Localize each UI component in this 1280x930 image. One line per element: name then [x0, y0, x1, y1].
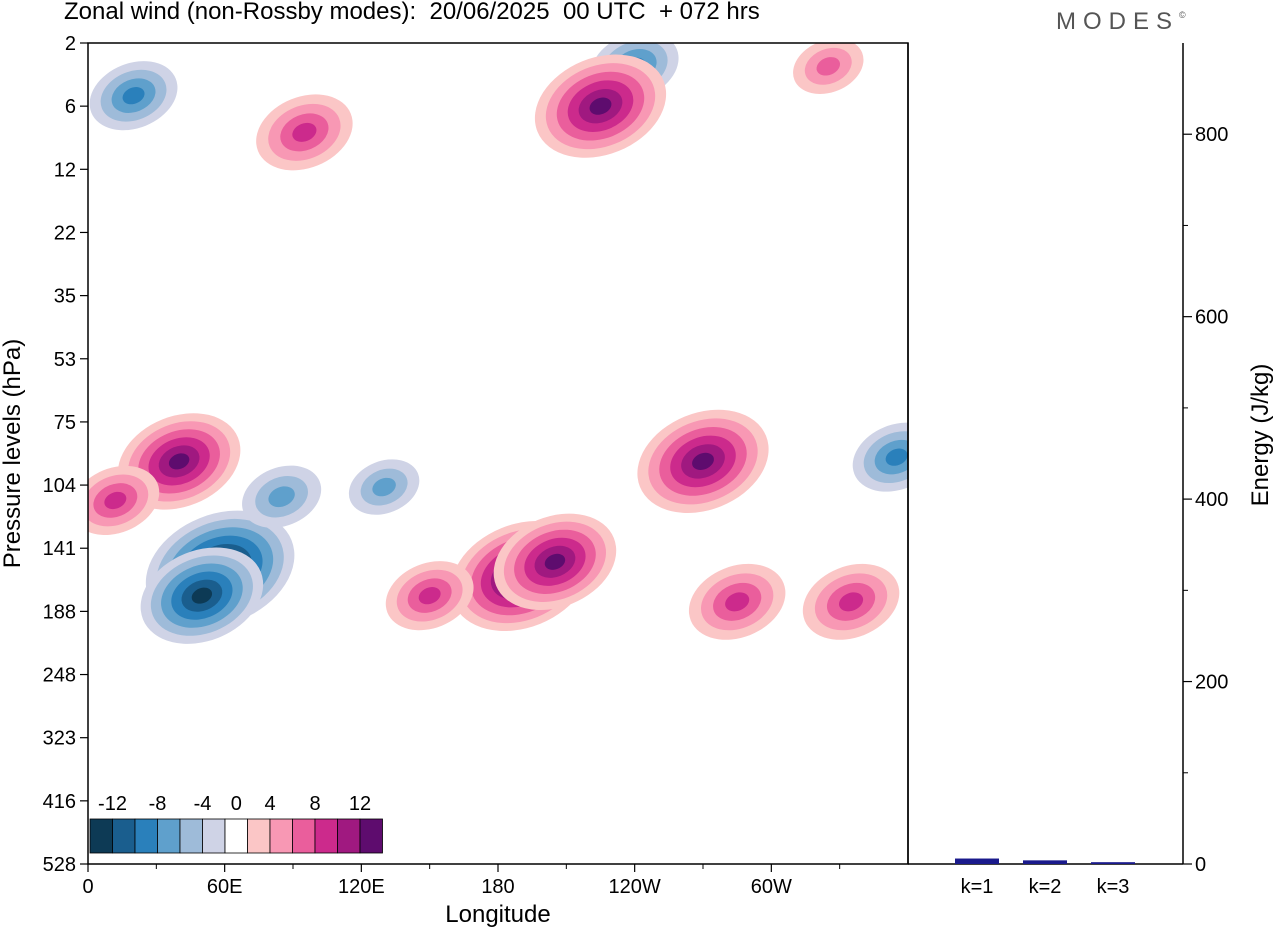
y-tick-label: 528: [43, 854, 76, 876]
wind-feature: [534, 54, 667, 158]
colorbar-swatch: [157, 818, 181, 854]
contour-band: [544, 553, 566, 570]
wind-field: [88, 43, 908, 864]
y-tick-label: 248: [43, 665, 76, 687]
contour-band: [268, 486, 295, 508]
y-axis-label: Pressure levels (hPa): [0, 339, 26, 568]
y-tick-label: 104: [43, 475, 76, 497]
contour-band: [122, 87, 145, 105]
energy-bar: [955, 858, 999, 864]
y-tick-label: 12: [54, 159, 76, 181]
colorbar-swatch: [179, 818, 203, 854]
wind-feature: [348, 459, 420, 515]
wind-feature: [385, 561, 474, 631]
wind-feature: [637, 409, 769, 513]
energy-bar-chart: Energy (J/kg) 0 200 400 600 800 k=1 k=2 k=3: [907, 43, 1274, 898]
colorbar-swatch: [314, 818, 338, 854]
contour-band: [838, 592, 864, 612]
contour-band: [725, 592, 750, 612]
x-axis-label: Longitude: [445, 901, 550, 928]
y-tick-label: 22: [54, 222, 76, 244]
x-tick-label: 180: [481, 876, 514, 898]
y-tick-label: 6: [65, 96, 76, 118]
colorbar-swatch: [292, 818, 316, 854]
x-axis: Longitude 0 60E 120E 180 120W 60W: [82, 864, 841, 928]
wind-feature: [493, 513, 617, 611]
contour-band: [104, 491, 127, 510]
energy-bar: [1023, 860, 1067, 864]
y-tick-label: 416: [43, 791, 76, 813]
colorbar-swatch: [337, 818, 361, 854]
colorbar-tick-label: 4: [264, 793, 275, 815]
colorbar-tick-label: 12: [349, 793, 371, 815]
colorbar-swatch: [89, 818, 113, 854]
energy-tick-label: 0: [1195, 854, 1206, 876]
colorbar-tick-label: 0: [231, 793, 242, 815]
colorbar-swatch: [112, 818, 136, 854]
contour-band: [418, 587, 441, 605]
colorbar: -12 -8 -4 0 4 8 12: [88, 783, 387, 863]
wind-feature: [89, 61, 178, 131]
contour-band: [589, 97, 612, 115]
bar-category-label: k=2: [1029, 876, 1062, 898]
wind-feature: [688, 563, 786, 640]
x-tick-label: 60W: [751, 876, 792, 898]
energy-axis-label: Energy (J/kg): [1247, 364, 1274, 507]
contour-band: [372, 477, 396, 497]
x-tick-label: 60E: [207, 876, 243, 898]
contour-band: [692, 452, 714, 470]
logo-text: MODES: [1056, 8, 1180, 35]
energy-tick-label: 400: [1195, 489, 1228, 511]
x-tick-label: 120W: [609, 876, 661, 898]
chart-title: Zonal wind (non-Rossby modes): 20/06/202…: [64, 0, 760, 25]
colorbar-swatch: [269, 818, 293, 854]
wind-feature: [256, 94, 353, 171]
y-axis: Pressure levels (hPa) 2 6 12 22 35 53 75 104 141…: [0, 33, 88, 876]
energy-tick-label: 600: [1195, 307, 1228, 329]
bar-category-label: k=3: [1097, 876, 1130, 898]
contour-band: [292, 122, 317, 142]
colorbar-tick-label: 8: [309, 793, 320, 815]
colorbar-swatch: [134, 818, 158, 854]
contour-band: [168, 453, 190, 470]
y-tick-label: 2: [65, 33, 76, 55]
contour-band: [816, 57, 841, 76]
contour-band: [191, 587, 213, 604]
colorbar-swatch: [247, 818, 271, 854]
colorbar-swatch: [202, 818, 226, 854]
energy-tick-label: 800: [1195, 124, 1228, 146]
colorbar-tick-label: -4: [194, 793, 212, 815]
y-tick-label: 323: [43, 728, 76, 750]
y-tick-label: 75: [54, 412, 76, 434]
wind-feature: [242, 465, 322, 528]
y-tick-label: 141: [43, 538, 76, 560]
bar-category-label: k=1: [961, 876, 994, 898]
colorbar-tick-label: -12: [98, 793, 127, 815]
wind-feature: [802, 563, 900, 640]
y-tick-label: 53: [54, 349, 76, 371]
y-tick-label: 188: [43, 601, 76, 623]
wind-feature: [140, 547, 264, 644]
colorbar-swatch: [224, 818, 248, 854]
wind-feature: [88, 465, 160, 535]
energy-tick-label: 200: [1195, 672, 1228, 694]
colorbar-swatch: [359, 818, 383, 854]
x-tick-label: 0: [82, 876, 93, 898]
x-tick-label: 120E: [338, 876, 385, 898]
energy-bar: [1091, 862, 1135, 864]
modes-logo: MODES©: [1056, 8, 1186, 36]
logo-mark: ©: [1179, 10, 1186, 20]
colorbar-tick-label: -8: [149, 793, 167, 815]
wind-feature: [793, 43, 864, 95]
y-tick-label: 35: [54, 286, 76, 308]
contour-band: [885, 448, 908, 466]
